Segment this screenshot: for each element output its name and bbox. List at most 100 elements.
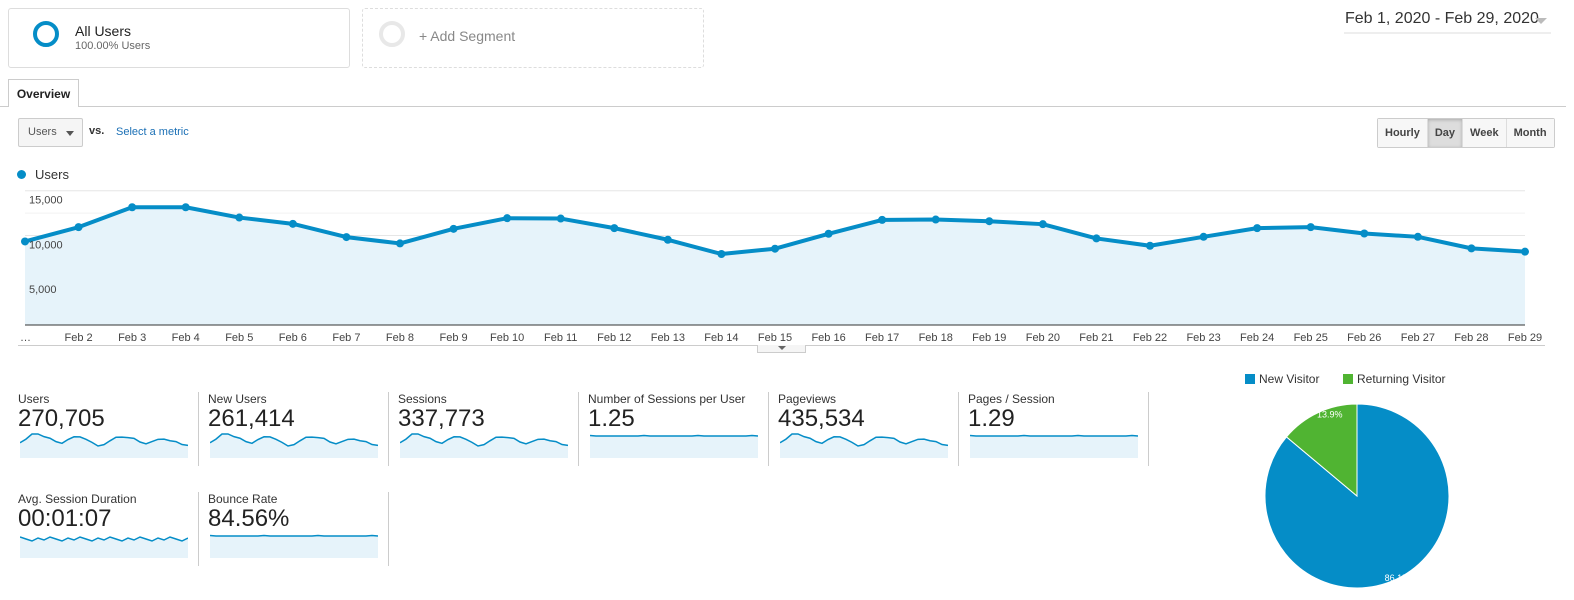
data-point[interactable] [1467,244,1476,253]
metric-dropdown-value: Users [28,126,57,138]
data-point[interactable] [235,213,244,222]
metric-label: Sessions [398,392,447,406]
data-point[interactable] [449,224,458,233]
segment-name: All Users [75,23,132,39]
data-point[interactable] [1413,232,1422,241]
sparkline [20,433,188,458]
select-metric-link[interactable]: Select a metric [116,126,189,138]
vs-label: vs. [89,125,105,137]
pie-slice-label: 86.1% [1385,573,1411,583]
metric-label: Number of Sessions per User [588,392,746,406]
data-point[interactable] [663,235,672,244]
date-range-picker[interactable]: Feb 1, 2020 - Feb 29, 2020 [1344,10,1551,34]
segment-ring-icon [33,21,59,47]
collapse-chart-toggle[interactable] [757,345,806,353]
x-tick-label: … [20,332,31,344]
metric-divider [198,392,199,466]
data-point[interactable] [771,244,779,253]
data-point[interactable] [878,215,887,224]
x-tick-label: Feb 15 [758,332,792,344]
metric-sessions[interactable]: Sessions 337,773 [398,392,588,466]
metric-value: 84.56% [208,505,290,532]
y-tick-label: 15,000 [29,195,63,207]
x-tick-label: Feb 5 [225,332,253,344]
x-tick-label: Feb 16 [811,332,845,344]
y-tick-label: 10,000 [29,239,63,251]
add-segment-button[interactable]: + Add Segment [362,8,704,68]
sparkline [20,536,188,558]
data-point[interactable] [610,224,619,233]
sparkline [400,433,568,458]
x-tick-label: Feb 24 [1240,332,1274,344]
x-tick-label: Feb 20 [1026,332,1060,344]
day-button[interactable]: Day [1426,119,1463,147]
data-point[interactable] [556,214,565,223]
y-tick-label: 5,000 [29,284,57,296]
metric-bounce-rate[interactable]: Bounce Rate 84.56% [208,492,398,566]
pie-legend-new: New Visitor [1245,372,1319,386]
metric-users[interactable]: Users 270,705 [18,392,208,466]
data-point[interactable] [931,215,940,224]
metric-avg-session-duration[interactable]: Avg. Session Duration 00:01:07 [18,492,208,566]
data-point[interactable] [1521,247,1529,256]
sparkline [210,534,378,558]
data-point[interactable] [503,214,512,223]
metric-divider [388,492,389,566]
data-point[interactable] [1038,220,1047,229]
x-tick-label: Feb 25 [1294,332,1328,344]
metric-value: 270,705 [18,405,105,432]
data-point[interactable] [1199,232,1208,241]
legend-label: Users [35,167,69,182]
tab-divider [0,106,1566,107]
metric-dropdown[interactable]: Users [18,118,83,147]
metric-value: 261,414 [208,405,295,432]
data-point[interactable] [824,229,833,238]
segment-all-users[interactable]: All Users 100.00% Users [8,8,350,68]
month-button[interactable]: Month [1505,119,1554,147]
data-point[interactable] [21,237,29,246]
data-point[interactable] [396,239,404,248]
metric-new-users[interactable]: New Users 261,414 [208,392,398,466]
pie-legend-returning: Returning Visitor [1343,372,1446,386]
x-tick-label: Feb 9 [440,332,468,344]
sparkline [970,434,1138,458]
metric-label: Users [18,392,50,406]
chart-legend: Users [17,167,69,182]
data-point[interactable] [128,203,137,212]
metric-divider [578,392,579,466]
data-point[interactable] [1092,234,1101,243]
pie-slice[interactable] [1285,403,1358,498]
week-button[interactable]: Week [1462,119,1506,147]
data-point[interactable] [1146,241,1154,250]
x-tick-label: Feb 27 [1401,332,1435,344]
tab-overview[interactable]: Overview [8,79,79,107]
data-point[interactable] [1306,223,1315,232]
data-point[interactable] [74,223,83,232]
granularity-buttons: Hourly Day Week Month [1377,118,1555,148]
metric-divider [768,392,769,466]
segment-subtitle: 100.00% Users [75,40,151,52]
data-point[interactable] [181,203,190,212]
add-segment-label: + Add Segment [419,28,516,44]
data-point[interactable] [985,217,994,226]
metric-value: 435,534 [778,405,865,432]
hourly-button[interactable]: Hourly [1378,119,1427,147]
data-point[interactable] [288,219,297,228]
legend-dot-icon [17,170,26,179]
metric-number-of-sessions-per-user[interactable]: Number of Sessions per User 1.25 [588,392,778,466]
metric-pageviews[interactable]: Pageviews 435,534 [778,392,968,466]
legend-swatch-icon [1343,374,1353,384]
metric-pages-session[interactable]: Pages / Session 1.29 [968,392,1158,466]
data-point[interactable] [342,233,351,242]
data-point[interactable] [1253,224,1262,233]
area-fill [25,207,1525,325]
x-tick-label: Feb 13 [651,332,685,344]
metric-divider [198,492,199,566]
data-point[interactable] [1360,229,1369,238]
metric-value: 1.25 [588,405,635,432]
metric-value: 337,773 [398,405,485,432]
x-tick-label: Feb 29 [1508,332,1542,344]
data-point[interactable] [717,250,726,259]
pie-slice[interactable] [1264,403,1450,589]
pie-slice-label: 13.9% [1317,410,1343,420]
